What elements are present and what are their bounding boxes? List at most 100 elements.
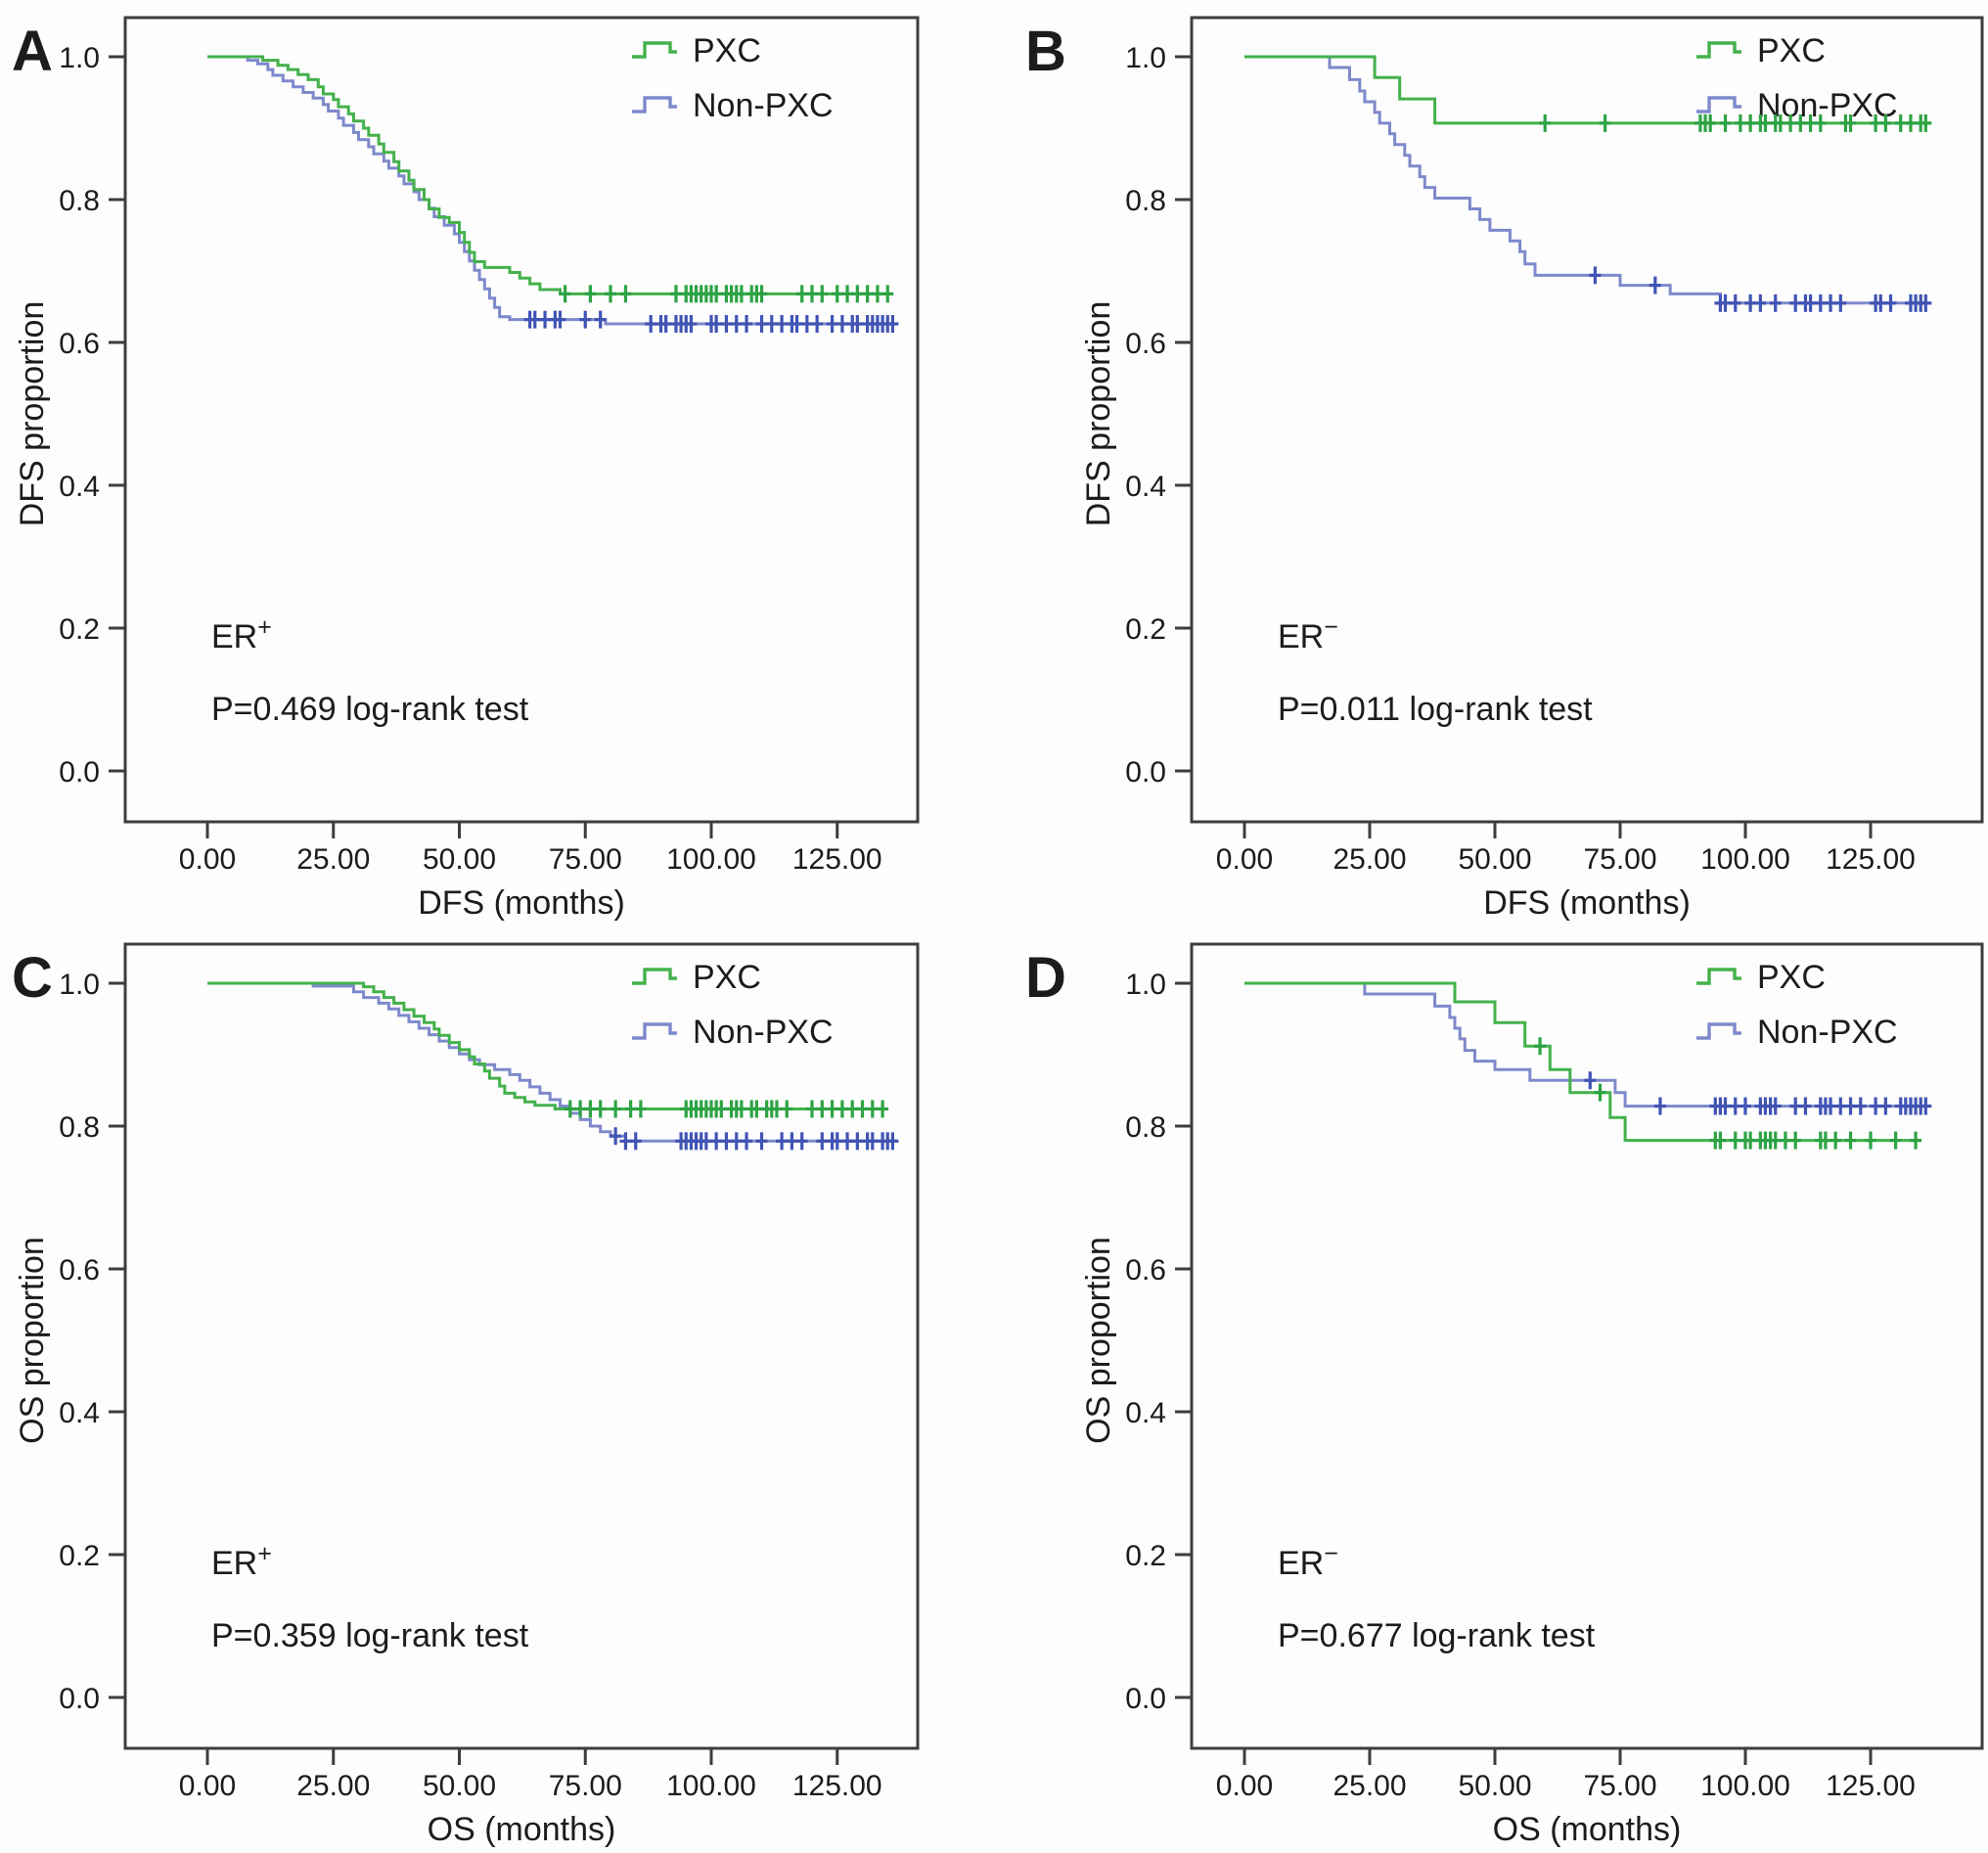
y-tick-label: 0.6 [1125,1254,1166,1287]
er-status-annotation: ER+ [211,1540,272,1582]
pxc-survival-curve [1244,55,1931,125]
y-tick-label: 1.0 [59,42,100,74]
x-tick-label: 25.00 [296,843,370,876]
panel-c: 0.00 25.00 50.00 75.00 100.00 125.00 1.0 0.8 0.6… [0,926,994,1853]
nonpxc-censor-marks [523,310,899,334]
panel-a: 0.00 25.00 50.00 75.00 100.00 125.00 1.0 0.8 0.6… [0,0,994,926]
x-tick-label: 75.00 [549,843,622,876]
x-tick-label: 100.00 [666,1770,756,1802]
x-tick-label: 75.00 [549,1770,622,1802]
pxc-censor-marks [1534,1037,1922,1150]
x-axis-label: DFS (months) [1483,884,1691,922]
y-tick-label: 0.4 [1125,471,1166,503]
er-status-annotation: ER+ [211,613,272,655]
pxc-censor-marks [564,1100,889,1118]
y-tick-label: 0.8 [1125,185,1166,217]
x-tick-label: 100.00 [1700,1770,1790,1802]
x-tick-label: 0.00 [1216,843,1273,876]
plot-border [123,942,920,1750]
legend-nonpxc-line-sample [632,96,677,113]
y-tick-label: 1.0 [1125,42,1166,74]
panel-b-chart: 0.00 25.00 50.00 75.00 100.00 125.00 1.0 0.8 0.6… [994,0,1988,926]
pvalue-annotation: P=0.359 log-rank test [211,1617,529,1654]
legend-pxc-label: PXC [693,959,761,996]
panel-background [0,0,994,926]
y-tick-label: 0.6 [59,328,100,360]
y-tick-label: 0.8 [59,1111,100,1144]
nonpxc-survival-curve [1244,981,1931,1108]
pxc-censor-marks [1539,113,1932,132]
legend-pxc-label: PXC [1757,32,1826,69]
panel-letter: D [1025,946,1066,1010]
y-tick-label: 0.0 [59,756,100,789]
legend-nonpxc-line-sample [632,1022,677,1040]
y-tick-label: 0.4 [59,1397,100,1429]
legend-nonpxc-label: Non-PXC [693,1014,834,1051]
panel-background [0,926,994,1853]
x-tick-label: 125.00 [1826,1770,1916,1802]
x-tick-label: 125.00 [792,843,882,876]
x-tick-label: 50.00 [423,1770,496,1802]
x-tick-label: 100.00 [1700,843,1790,876]
legend-pxc-line-sample [1696,41,1741,59]
panel-letter: A [12,20,53,83]
legend-nonpxc-label: Non-PXC [693,87,834,124]
y-tick-label: 0.0 [1125,1683,1166,1715]
y-tick-label: 0.6 [59,1254,100,1287]
y-tick-label: 0.4 [59,471,100,503]
y-axis-label: OS proportion [1080,1237,1117,1444]
y-axis-label: OS proportion [14,1237,51,1444]
x-axis-label: DFS (months) [418,884,625,922]
nonpxc-survival-curve [207,981,898,1143]
nonpxc-censor-marks [1589,266,1932,312]
y-tick-label: 0.0 [1125,756,1166,789]
pvalue-annotation: P=0.469 log-rank test [211,691,529,728]
y-tick-label: 0.6 [1125,328,1166,360]
pxc-censor-marks [559,285,894,303]
panel-a-chart: 0.00 25.00 50.00 75.00 100.00 125.00 1.0 0.8 0.6… [0,0,994,926]
x-tick-label: 50.00 [1458,1770,1531,1802]
pxc-survival-curve [207,55,893,295]
y-tick-label: 0.0 [59,1683,100,1715]
y-tick-label: 0.8 [59,185,100,217]
y-tick-label: 0.4 [1125,1397,1166,1429]
panel-letter: C [12,946,53,1010]
x-tick-label: 125.00 [1826,843,1916,876]
x-axis-label: OS (months) [1493,1811,1682,1848]
y-tick-label: 0.2 [1125,613,1166,646]
panel-c-chart: 0.00 25.00 50.00 75.00 100.00 125.00 1.0 0.8 0.6… [0,926,994,1853]
legend-nonpxc-line-sample [1696,96,1741,113]
x-tick-label: 0.00 [1216,1770,1273,1802]
y-tick-label: 0.8 [1125,1111,1166,1144]
plot-border [1190,16,1984,824]
plot-border [123,16,920,824]
pxc-survival-curve [207,981,888,1110]
legend-nonpxc-line-sample [1696,1022,1741,1040]
nonpxc-censor-marks [1584,1071,1932,1115]
x-tick-label: 25.00 [1333,843,1406,876]
plot-border [1190,942,1984,1750]
legend-pxc-line-sample [1696,968,1741,985]
legend-pxc-label: PXC [1757,959,1826,996]
x-tick-label: 75.00 [1583,843,1656,876]
panel-background [994,0,1988,926]
x-tick-label: 0.00 [179,843,236,876]
x-tick-label: 25.00 [296,1770,370,1802]
y-tick-label: 0.2 [59,613,100,646]
legend-nonpxc-label: Non-PXC [1757,1014,1898,1051]
panel-letter: B [1025,20,1066,83]
pvalue-annotation: P=0.677 log-rank test [1278,1617,1596,1654]
er-status-annotation: ER− [1278,1540,1338,1582]
panel-background [994,926,1988,1853]
x-tick-label: 25.00 [1333,1770,1406,1802]
panel-d-chart: 0.00 25.00 50.00 75.00 100.00 125.00 1.0 0.8 0.6… [994,926,1988,1853]
y-tick-label: 1.0 [1125,969,1166,1001]
nonpxc-survival-curve [1244,55,1931,305]
y-tick-label: 0.2 [1125,1540,1166,1572]
y-axis-label: DFS proportion [1080,301,1117,527]
pvalue-annotation: P=0.011 log-rank test [1278,691,1593,728]
y-tick-label: 0.2 [59,1540,100,1572]
x-axis-label: OS (months) [428,1811,616,1848]
legend-pxc-line-sample [632,41,677,59]
